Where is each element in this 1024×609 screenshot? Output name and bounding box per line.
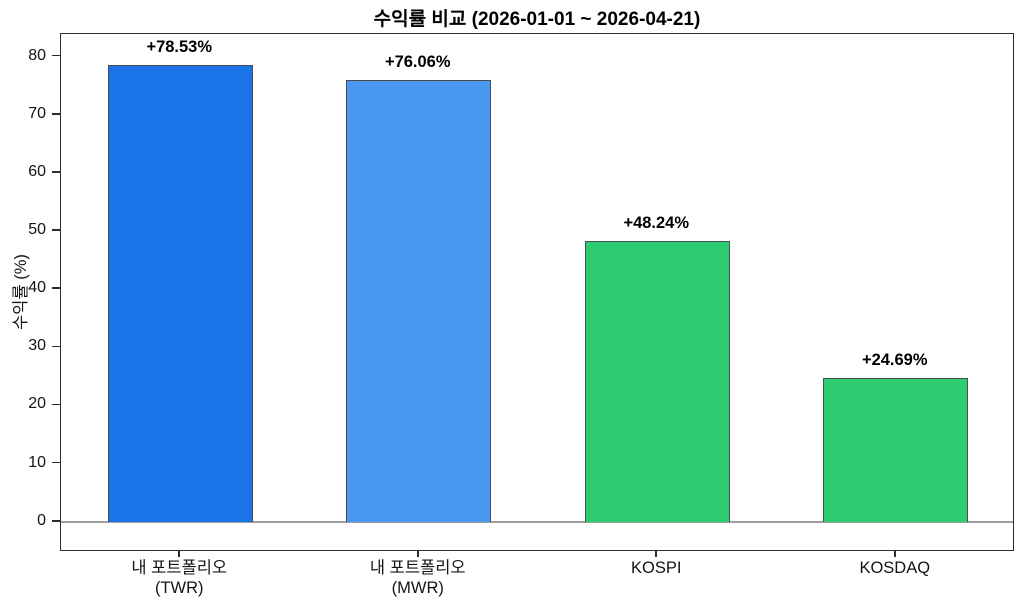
bar-value-label: +76.06%: [384, 52, 451, 71]
bar-value-label: +78.53%: [146, 38, 213, 57]
y-tick-label: 80: [28, 46, 46, 64]
y-tick-label: 40: [28, 279, 46, 297]
y-tick-label: 60: [28, 162, 46, 180]
x-tick-mark: [893, 551, 896, 557]
y-tick-mark: [52, 461, 60, 464]
y-tick-mark: [52, 345, 60, 348]
y-tick-label: 50: [28, 221, 46, 239]
y-tick-mark: [52, 519, 60, 522]
bar-KOSPI: [584, 241, 730, 522]
bar-value-label: +24.69%: [861, 351, 928, 370]
y-tick-mark: [52, 54, 60, 57]
zero-baseline: [61, 520, 1013, 523]
x-tick-label: 내 포트폴리오: [369, 559, 466, 577]
y-tick-label: 30: [28, 337, 46, 355]
y-tick-label: 0: [37, 511, 46, 529]
plot-area: [60, 33, 1014, 551]
bar-내-포트폴리오-(TWR): [107, 65, 253, 522]
y-tick-mark: [52, 229, 60, 231]
bar-내-포트폴리오-(MWR): [346, 79, 492, 522]
y-tick-mark: [52, 171, 60, 173]
x-tick-label: KOSDAQ: [859, 559, 931, 577]
y-tick-mark: [52, 113, 60, 115]
y-tick-label: 20: [28, 395, 46, 413]
x-tick-label: (TWR): [154, 579, 204, 597]
x-tick-mark: [178, 551, 181, 557]
y-tick-label: 70: [28, 104, 46, 122]
x-tick-label: 내 포트폴리오: [131, 559, 228, 577]
x-tick-mark: [416, 551, 419, 557]
bar-KOSDAQ: [823, 378, 969, 522]
y-tick-mark: [52, 287, 60, 289]
x-tick-label: (MWR): [391, 579, 444, 597]
chart-title: 수익률 비교 (2026-01-01 ~ 2026-04-21): [373, 9, 701, 30]
bar-value-label: +48.24%: [623, 214, 690, 233]
y-tick-mark: [52, 403, 60, 406]
x-tick-label: KOSPI: [631, 559, 682, 577]
x-tick-mark: [655, 551, 658, 557]
y-tick-label: 10: [28, 453, 46, 471]
